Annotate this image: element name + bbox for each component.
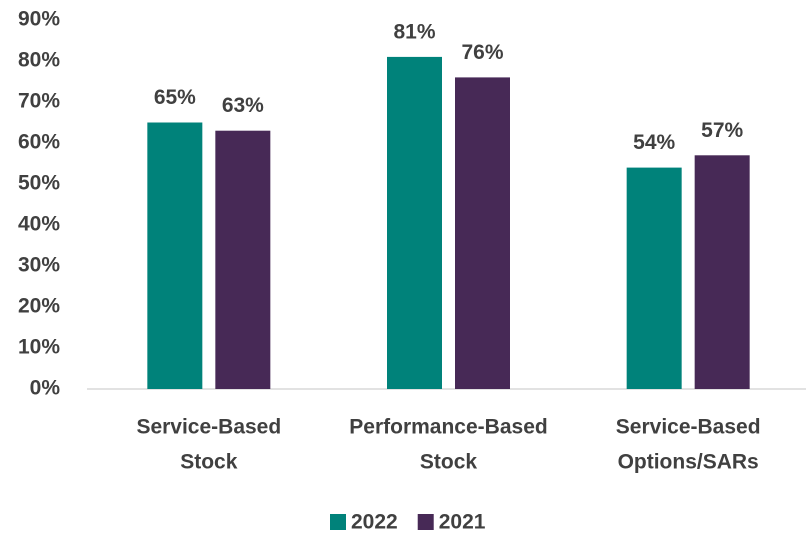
- bar: [626, 167, 682, 389]
- x-tick-label: Stock: [180, 451, 238, 474]
- bar: [215, 130, 271, 389]
- data-label: 65%: [154, 86, 196, 109]
- legend-label: 2021: [439, 511, 486, 534]
- legend-label: 2022: [351, 511, 398, 534]
- legend-swatch: [417, 514, 434, 530]
- y-tick-label: 90%: [18, 8, 60, 31]
- bar: [694, 155, 750, 389]
- x-tick-label: Service-Based: [616, 416, 761, 439]
- bar: [387, 56, 442, 390]
- y-tick-label: 50%: [18, 172, 60, 195]
- x-tick-label: Performance-Based: [349, 416, 547, 439]
- y-tick-label: 30%: [18, 254, 60, 277]
- data-label: 57%: [701, 119, 743, 142]
- x-tick-label: Stock: [420, 451, 478, 474]
- y-tick-label: 40%: [18, 213, 60, 236]
- y-tick-label: 10%: [18, 336, 60, 359]
- y-tick-label: 20%: [18, 295, 60, 318]
- bar: [147, 122, 203, 389]
- data-label: 81%: [393, 20, 435, 43]
- y-tick-label: 0%: [30, 377, 61, 400]
- legend-swatch: [330, 514, 346, 530]
- bar: [455, 77, 510, 390]
- y-tick-label: 80%: [18, 49, 60, 72]
- y-tick-label: 70%: [18, 90, 60, 113]
- y-tick-label: 60%: [18, 131, 60, 154]
- data-label: 76%: [461, 41, 503, 64]
- data-label: 54%: [633, 131, 675, 154]
- x-tick-label: Service-Based: [136, 416, 281, 439]
- data-label: 63%: [222, 94, 264, 117]
- x-tick-label: Options/SARs: [618, 451, 759, 474]
